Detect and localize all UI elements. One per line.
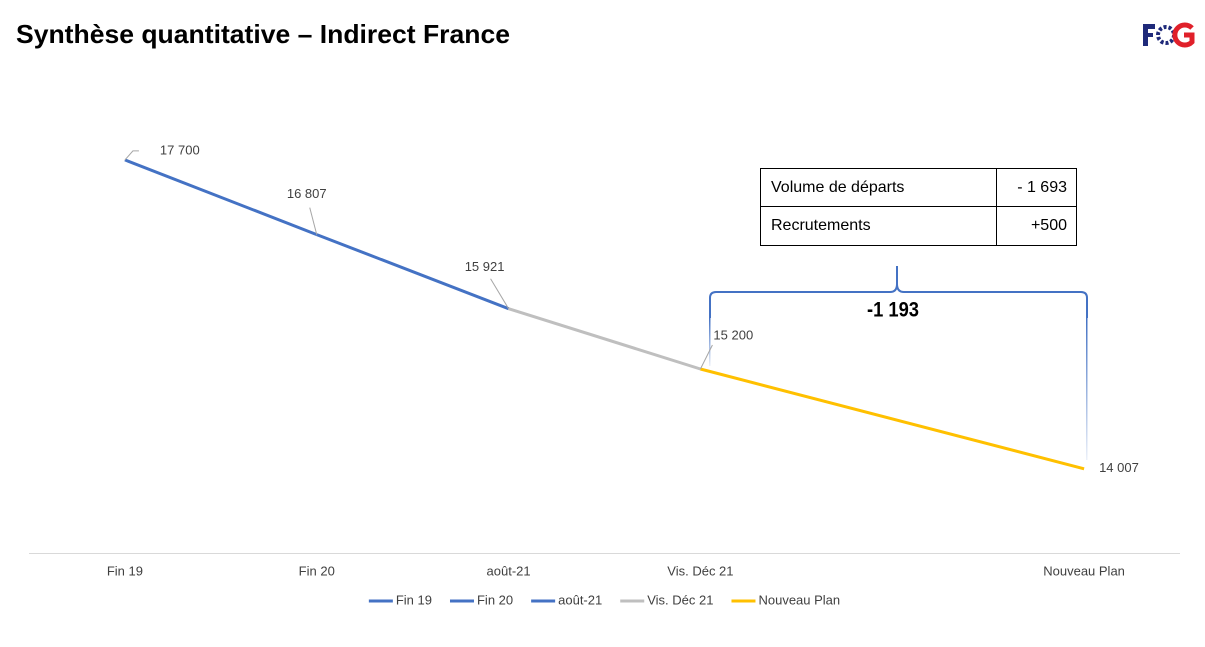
data-label: 15 921 <box>465 259 505 274</box>
legend-label: août-21 <box>558 592 602 607</box>
table-cell: - 1 693 <box>1017 179 1067 196</box>
brace: -1 193 <box>709 266 1088 460</box>
info-table: Volume de départs - 1 693 Recrutements +… <box>760 168 1077 246</box>
brace-line <box>709 266 1088 318</box>
logo-o <box>1156 25 1176 45</box>
logo-g <box>1172 22 1195 48</box>
series-line <box>316 233 510 311</box>
data-label: 17 700 <box>160 142 200 157</box>
label-leader <box>490 278 510 309</box>
brace-drop <box>709 318 711 366</box>
table-cell: +500 <box>1031 217 1067 234</box>
legend: Fin 19 Fin 20 août-21 Vis. Déc 21 Nouveau Pl… <box>368 592 840 607</box>
logo-f-mid <box>1143 33 1153 37</box>
data-label: 15 200 <box>713 327 753 342</box>
logo <box>1143 22 1195 48</box>
legend-label: Fin 19 <box>396 592 432 607</box>
brace-drop <box>1086 318 1088 460</box>
series-line <box>700 367 1085 471</box>
x-tick-label: Vis. Déc 21 <box>667 563 733 578</box>
data-label: 14 007 <box>1099 460 1139 475</box>
series-line <box>124 158 318 236</box>
x-tick-label: Fin 19 <box>107 563 143 578</box>
brace-label: -1 193 <box>867 299 919 322</box>
table-cell: Volume de départs <box>771 179 904 196</box>
slide-title: Synthèse quantitative – Indirect France <box>16 19 510 49</box>
logo-f-top <box>1143 24 1155 29</box>
table-cell: Recrutements <box>771 217 871 234</box>
label-leader <box>309 207 318 235</box>
series-line <box>508 307 701 371</box>
label-leader <box>124 150 139 161</box>
legend-label: Fin 20 <box>477 592 513 607</box>
x-tick-label: août-21 <box>487 563 531 578</box>
legend-label: Nouveau Plan <box>758 592 840 607</box>
legend-label: Vis. Déc 21 <box>647 592 713 607</box>
x-tick-label: Nouveau Plan <box>1043 563 1125 578</box>
data-label: 16 807 <box>287 186 327 201</box>
label-leader <box>699 344 713 370</box>
x-tick-label: Fin 20 <box>299 563 335 578</box>
